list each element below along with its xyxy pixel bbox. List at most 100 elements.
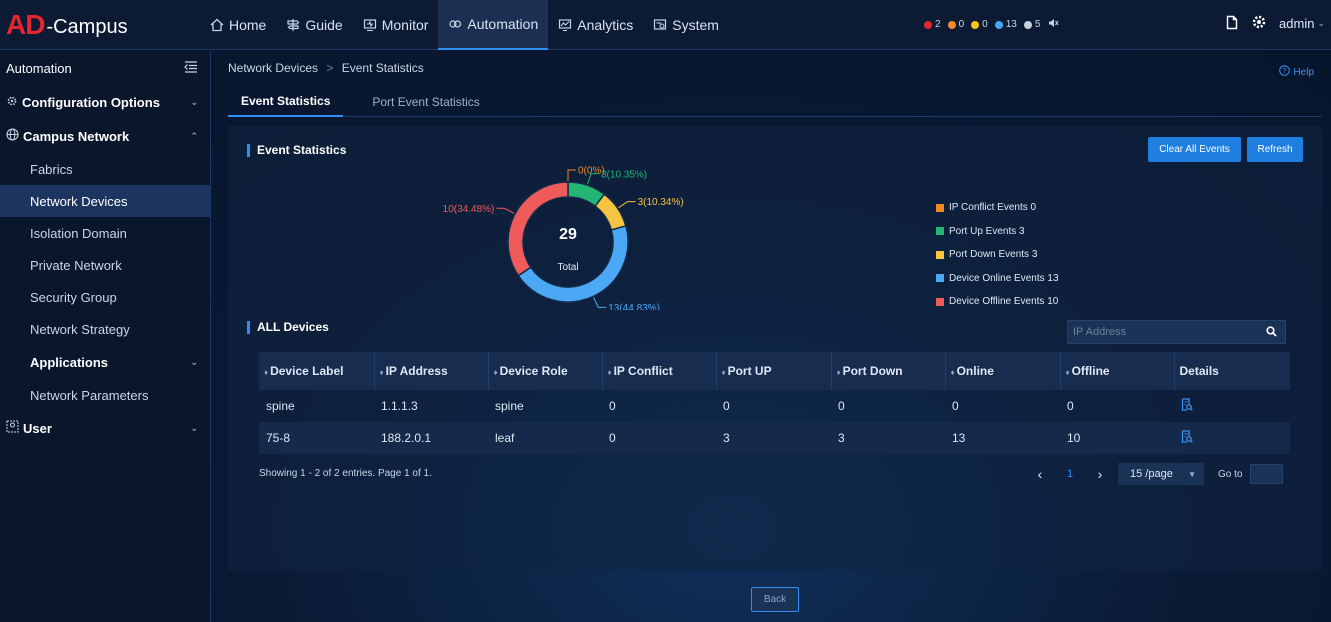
back-button[interactable]: Back <box>751 587 799 612</box>
donut-slice-device-offline-events[interactable] <box>507 181 569 277</box>
column-header-device-label[interactable]: ♦ Device Label <box>259 352 375 390</box>
collapse-menu-icon[interactable] <box>184 60 198 76</box>
legend-label: Device Online Events 13 <box>949 272 1059 284</box>
user-group-icon <box>6 420 19 436</box>
ip-search-input[interactable] <box>1073 326 1243 338</box>
sidebar-group-configuration-options[interactable]: Configuration Options ⌄ <box>0 85 210 119</box>
critical-alarm-dot <box>924 20 932 29</box>
refresh-button[interactable]: Refresh <box>1247 137 1303 162</box>
donut-slice-port-down-events[interactable] <box>594 193 627 231</box>
legend-item-device-offline[interactable]: Device Offline Events 10 <box>936 290 1059 314</box>
content-panel <box>228 126 1322 571</box>
warning-alarm-count: 13 <box>1005 19 1017 30</box>
sidebar-item-fabrics[interactable]: Fabrics <box>30 161 73 177</box>
chart-legend: IP Conflict Events 0 Port Up Events 3 Po… <box>936 196 1059 314</box>
all-devices-title: ALL Devices <box>247 321 329 334</box>
user-menu[interactable]: admin ⌄ <box>1279 16 1325 31</box>
details-icon[interactable] <box>1181 398 1193 414</box>
svg-text:?: ? <box>1283 68 1287 75</box>
cell-details <box>1174 390 1290 422</box>
cell-details <box>1174 422 1290 454</box>
devices-table: ♦ Device Label ♦ IP Address ♦ Device Role ♦… <box>259 352 1290 454</box>
cell-online: 0 <box>952 399 959 413</box>
sidebar: Automation Configuration Options ⌄ Campu… <box>0 51 211 622</box>
column-header-port-down[interactable]: ♦ Port Down <box>831 352 946 390</box>
donut-label-port-up-events: 3(10.35%) <box>601 169 647 180</box>
prev-page-icon[interactable]: ‹ <box>1037 466 1043 482</box>
sidebar-group-applications[interactable]: Applications ⌄ <box>0 345 210 379</box>
column-header-ip-address[interactable]: ♦ IP Address <box>374 352 489 390</box>
sidebar-item-network-devices[interactable]: Network Devices <box>0 185 210 217</box>
nav-analytics[interactable]: Analytics <box>548 0 643 50</box>
tab-event-statistics[interactable]: Event Statistics <box>228 87 344 117</box>
nav-guide-label: Guide <box>305 16 343 33</box>
document-icon[interactable] <box>1225 15 1239 33</box>
chevron-up-icon: ⌃ <box>190 130 198 141</box>
sidebar-item-network-strategy[interactable]: Network Strategy <box>30 321 130 337</box>
info-alarm-dot <box>1023 20 1032 29</box>
tab-bar: Event Statistics Port Event Statistics <box>228 87 1322 117</box>
nav-home[interactable]: Home <box>200 0 276 50</box>
legend-label: Device Offline Events 10 <box>949 296 1059 308</box>
sidebar-group-label: Campus Network <box>23 128 130 144</box>
nav-automation[interactable]: Automation <box>438 0 549 50</box>
help-link[interactable]: ? Help <box>1279 65 1314 79</box>
sidebar-item-private-network[interactable]: Private Network <box>30 257 122 273</box>
legend-item-ip-conflict[interactable]: IP Conflict Events 0 <box>936 196 1059 220</box>
legend-swatch <box>936 227 944 236</box>
nav-monitor[interactable]: Monitor <box>353 0 439 50</box>
nav-system-label: System <box>672 16 719 33</box>
sort-icon: ♦ <box>607 368 612 377</box>
sidebar-group-label: Configuration Options <box>22 94 160 110</box>
sidebar-group-campus-network[interactable]: Campus Network ⌃ <box>0 119 210 153</box>
info-alarm-count: 5 <box>1034 19 1041 30</box>
analytics-icon <box>558 18 572 32</box>
column-header-port-up[interactable]: ♦ Port UP <box>716 352 832 390</box>
details-icon[interactable] <box>1181 430 1193 446</box>
sidebar-header: Automation <box>0 51 210 85</box>
sort-icon: ♦ <box>836 368 841 377</box>
column-header-ip-conflict[interactable]: ♦ IP Conflict <box>602 352 717 390</box>
mute-icon[interactable] <box>1047 17 1059 32</box>
next-page-icon[interactable]: › <box>1097 466 1103 482</box>
cell-offline: 0 <box>1067 399 1074 413</box>
breadcrumb-separator: > <box>326 61 334 75</box>
nav-system[interactable]: System <box>643 0 729 50</box>
cell-port-down: 3 <box>838 431 845 445</box>
gear-icon[interactable] <box>1251 14 1267 33</box>
column-header-device-role[interactable]: ♦ Device Role <box>488 352 603 390</box>
legend-item-device-online[interactable]: Device Online Events 13 <box>936 267 1059 291</box>
page-number[interactable]: 1 <box>1066 468 1074 480</box>
sidebar-item-network-parameters[interactable]: Network Parameters <box>30 387 149 403</box>
cell-device-label: spine <box>266 399 295 413</box>
automation-icon <box>448 17 462 31</box>
search-icon[interactable] <box>1266 325 1277 340</box>
alarm-summary[interactable]: 2 0 0 13 5 <box>924 17 1059 32</box>
sort-icon: ♦ <box>493 368 498 377</box>
donut-leader-line <box>567 169 576 181</box>
column-header-online[interactable]: ♦ Online <box>945 352 1061 390</box>
sidebar-item-isolation-domain[interactable]: Isolation Domain <box>30 225 127 241</box>
user-name: admin <box>1279 16 1315 31</box>
goto-page-input[interactable] <box>1250 464 1284 484</box>
help-label: Help <box>1293 66 1314 78</box>
legend-item-port-up[interactable]: Port Up Events 3 <box>936 220 1059 244</box>
page-size-value: 15 /page <box>1130 468 1173 480</box>
tab-port-event-statistics[interactable]: Port Event Statistics <box>372 95 480 109</box>
globe-icon <box>6 128 19 144</box>
sidebar-item-security-group[interactable]: Security Group <box>30 289 117 305</box>
cell-port-up: 3 <box>723 431 730 445</box>
breadcrumb-parent[interactable]: Network Devices <box>228 61 319 75</box>
nav-monitor-label: Monitor <box>381 16 429 33</box>
sidebar-group-user[interactable]: User ⌄ <box>0 411 210 445</box>
logo-mark: AD <box>6 8 45 40</box>
nav-guide[interactable]: Guide <box>276 0 352 50</box>
clear-all-events-button[interactable]: Clear All Events <box>1148 137 1241 162</box>
page-size-select[interactable]: 15 /page ▼ <box>1118 463 1204 485</box>
monitor-icon <box>363 18 377 32</box>
column-header-offline[interactable]: ♦ Offline <box>1060 352 1175 390</box>
cell-ip-conflict: 0 <box>609 431 616 445</box>
legend-item-port-down[interactable]: Port Down Events 3 <box>936 243 1059 267</box>
logo[interactable]: AD -Campus <box>0 0 200 50</box>
donut-label-port-down-events: 3(10.34%) <box>638 197 684 208</box>
